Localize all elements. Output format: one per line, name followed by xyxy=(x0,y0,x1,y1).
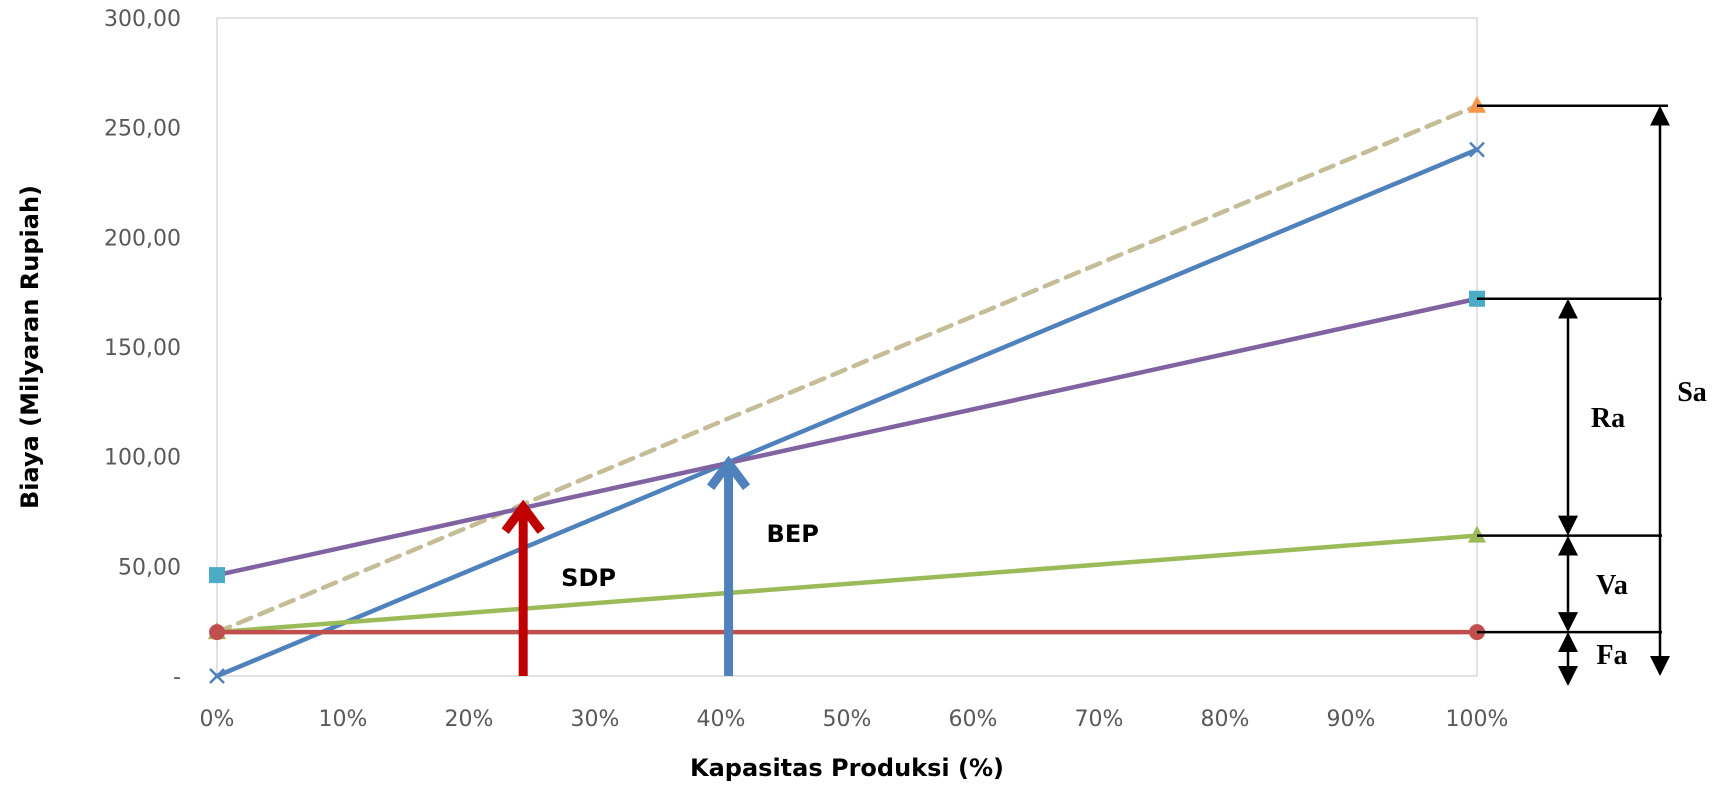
series-markers xyxy=(208,95,1486,684)
annotation-sdp-label: SDP xyxy=(561,564,616,592)
marker-x-stroke xyxy=(209,668,225,684)
annotation-bep-label: BEP xyxy=(767,520,819,548)
marker-x-stroke xyxy=(1469,141,1485,158)
x-tick-label: 90% xyxy=(1327,707,1376,732)
dimension-brackets: Sa Ra Va Fa xyxy=(1477,104,1707,686)
x-tick-label: 70% xyxy=(1075,707,1124,732)
annotation-sdp-arrow xyxy=(501,499,545,676)
y-tick-label: 50,00 xyxy=(118,555,181,580)
plot-area xyxy=(216,17,1478,677)
y-tick-label: 300,00 xyxy=(104,7,181,32)
bracket-ra-label: Ra xyxy=(1591,403,1625,434)
y-tick-label: 200,00 xyxy=(104,226,181,251)
series-line-variable xyxy=(214,533,1480,635)
x-tick-label: 80% xyxy=(1201,707,1250,732)
y-tick-label: 250,00 xyxy=(104,117,181,142)
marker-semi-variable xyxy=(1468,95,1486,113)
annotation-bep-arrow xyxy=(706,455,751,676)
marker-total-cost xyxy=(209,567,225,584)
marker-variable xyxy=(1468,525,1486,543)
y-tick-label: - xyxy=(173,665,181,690)
annotation-bep-head xyxy=(706,455,751,490)
x-tick-label: 50% xyxy=(823,707,872,732)
x-axis-ticks: 0% 10% 20% 30% 40% 50% 60% 70% 80% 90% 100% xyxy=(200,707,1509,732)
x-tick-label: 100% xyxy=(1446,707,1509,732)
x-axis-title: Kapasitas Produksi (%) xyxy=(690,754,1004,782)
x-tick-label: 10% xyxy=(319,707,368,732)
x-tick-label: 0% xyxy=(200,707,235,732)
series-line-sales xyxy=(214,147,1480,679)
marker-sales xyxy=(209,668,225,684)
point-annotations: SDP BEP xyxy=(501,455,819,676)
y-tick-label: 150,00 xyxy=(104,336,181,361)
series-lines xyxy=(214,103,1480,679)
bracket-va-label: Va xyxy=(1596,570,1628,601)
x-tick-label: 30% xyxy=(571,707,620,732)
y-tick-label: 100,00 xyxy=(104,446,181,471)
bracket-sa-label: Sa xyxy=(1677,377,1707,408)
marker-sales xyxy=(1469,141,1485,158)
x-tick-label: 60% xyxy=(949,707,998,732)
marker-fixed xyxy=(209,624,225,641)
x-tick-label: 40% xyxy=(697,707,746,732)
series-line-total-cost xyxy=(214,296,1480,578)
series-line-semi-variable xyxy=(214,103,1480,635)
x-tick-label: 20% xyxy=(445,707,494,732)
y-axis-ticks: - 50,00 100,00 150,00 200,00 250,00 300,00 xyxy=(104,7,181,690)
y-axis-title: Biaya (Milyaran Rupiah) xyxy=(16,185,44,509)
bracket-fa-label: Fa xyxy=(1596,640,1627,671)
annotation-sdp-head xyxy=(501,499,545,534)
